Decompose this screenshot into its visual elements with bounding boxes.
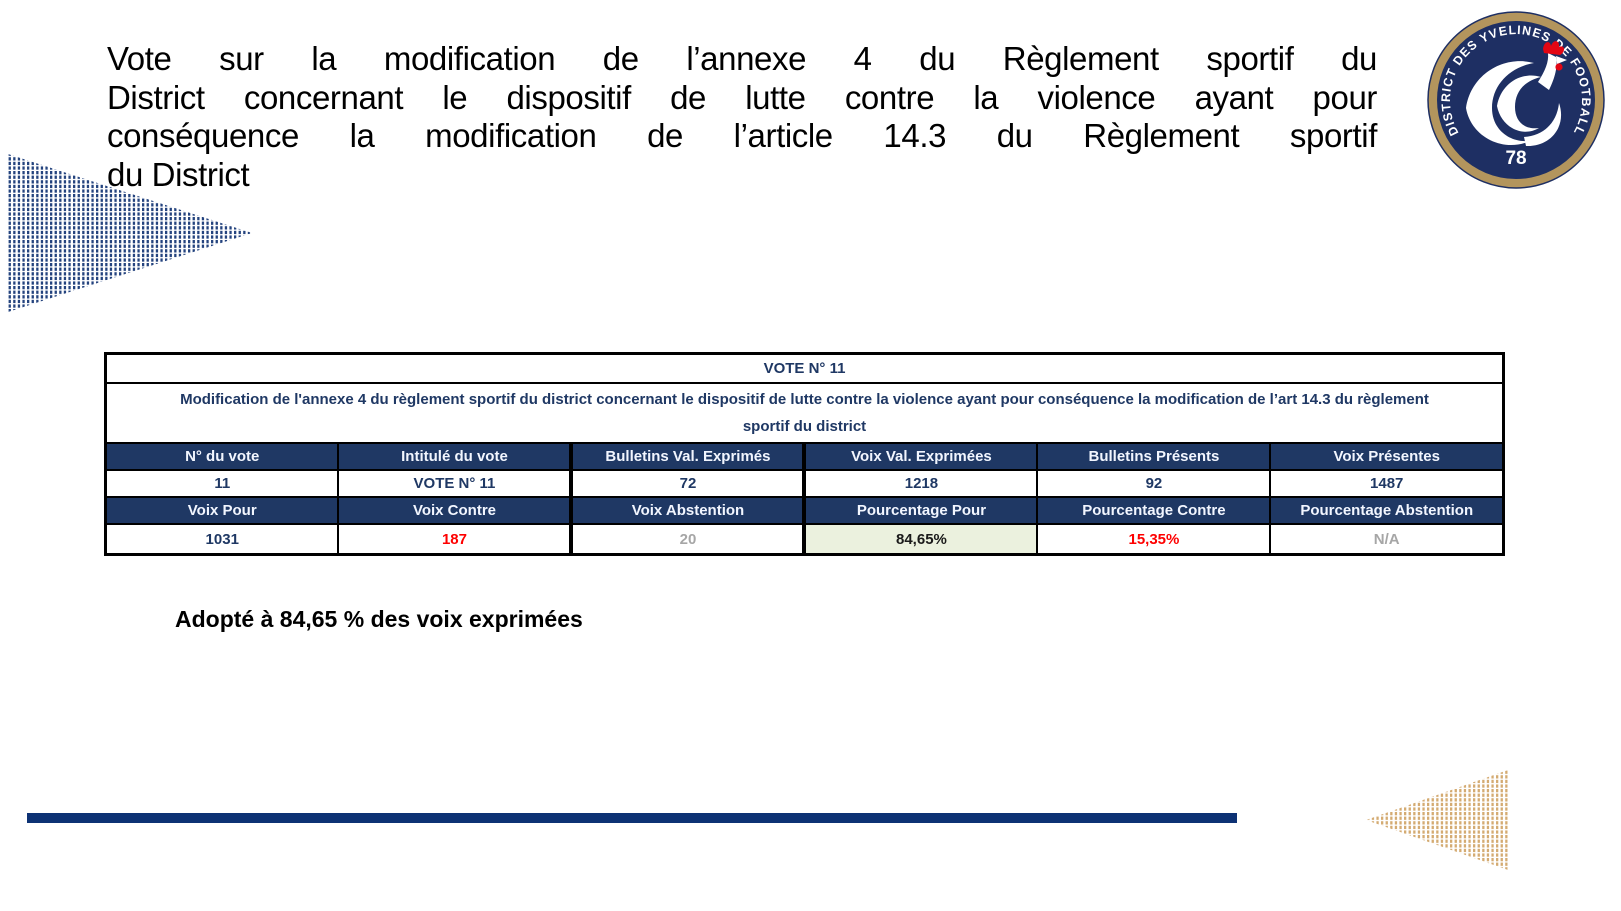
table-value-cell-voix-abstention: 20 [570,523,807,556]
table-header-cell: Bulletins Val. Exprimés [570,442,807,471]
slide-title-line: du District [107,155,250,193]
table-header-cell: Voix Val. Exprimées [803,442,1039,471]
table-description: Modification de l'annexe 4 du règlement … [180,391,1429,435]
table-value-cell: 1487 [1269,469,1505,498]
table-value-cell: 11 [104,469,340,498]
table-title: VOTE N° 11 [104,352,1505,384]
table-value-cell: 72 [570,469,807,498]
slide-title: Vote sur la modification de l’annexe 4 d… [107,40,1377,194]
table-value-cell: 92 [1036,469,1272,498]
table-header-cell: N° du vote [104,442,340,471]
table-value-cell-voix-contre: 187 [337,523,574,556]
table-value-cell-pourcentage-abstention: N/A [1269,523,1505,556]
table-value-cell: 1218 [803,469,1039,498]
slide-title-line: District concernant le dispositif de lut… [107,78,1377,116]
table-value-cell-pourcentage-pour: 84,65% [803,523,1039,556]
table-value-cell-voix-pour: 1031 [104,523,340,556]
table-value-cell: VOTE N° 11 [337,469,574,498]
vote-results-table: VOTE N° 11 Modification de l'annexe 4 du… [104,352,1505,556]
table-header-cell: Voix Abstention [570,496,807,525]
decorative-triangle-left [8,154,252,312]
table-header-cell: Bulletins Présents [1036,442,1272,471]
vote-result-text: Adopté à 84,65 % des voix exprimées [175,606,583,632]
district-yvelines-logo: DISTRICT DES YVELINES DE FOOTBALL 78 [1427,11,1605,189]
table-header-cell: Pourcentage Abstention [1269,496,1505,525]
decorative-triangle-right [1366,770,1508,870]
table-header-cell: Voix Pour [104,496,340,525]
table-description-cell: Modification de l'annexe 4 du règlement … [104,382,1505,444]
table-header-cell: Pourcentage Pour [803,496,1039,525]
vote-table-container: VOTE N° 11 Modification de l'annexe 4 du… [104,352,1505,556]
table-header-cell: Voix Présentes [1269,442,1505,471]
slide-title-line: Vote sur la modification de l’annexe 4 d… [107,40,1377,77]
table-value-cell-pourcentage-contre: 15,35% [1036,523,1272,556]
table-header-cell: Voix Contre [337,496,574,525]
rooster-icon [1466,41,1567,147]
slide-title-line: conséquence la modification de l’article… [107,117,1377,154]
table-header-cell: Pourcentage Contre [1036,496,1272,525]
table-header-cell: Intitulé du vote [337,442,574,471]
footer-divider-bar [27,813,1237,823]
logo-number: 78 [1505,148,1526,169]
